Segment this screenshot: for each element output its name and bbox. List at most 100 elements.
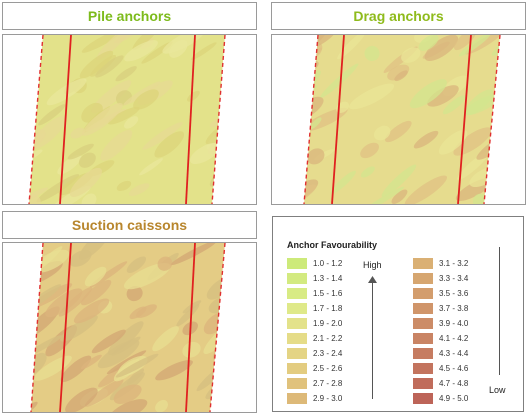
- legend-panel: Anchor Favourability 1.0 - 1.2 1.3 - 1.4 1…: [272, 216, 524, 412]
- terrain-patch: [306, 148, 325, 165]
- legend-label: 4.5 - 4.6: [439, 364, 469, 373]
- terrain-patch: [100, 129, 133, 161]
- legend-label: 1.9 - 2.0: [313, 319, 343, 328]
- terrain-patch: [124, 40, 158, 62]
- terrain-patch: [409, 79, 447, 109]
- low-scale-line: [499, 247, 500, 375]
- terrain-patch: [360, 166, 375, 178]
- terrain-patch: [225, 88, 256, 117]
- terrain-patch: [391, 189, 408, 204]
- terrain-patch: [124, 116, 139, 129]
- terrain-patch: [123, 262, 171, 290]
- legend-label: 2.7 - 2.8: [313, 379, 343, 388]
- low-label: Low: [489, 385, 506, 395]
- legend-label: 1.5 - 1.6: [313, 289, 343, 298]
- boundary-right: [209, 243, 226, 412]
- terrain-patch: [424, 35, 459, 61]
- arrow-up-icon: [368, 276, 377, 283]
- legend-swatch: [413, 333, 433, 344]
- legend-label: 2.3 - 2.4: [313, 349, 343, 358]
- legend-label: 1.7 - 1.8: [313, 304, 343, 313]
- terrain-patch: [220, 184, 225, 197]
- terrain-patch: [272, 52, 302, 82]
- terrain-patch: [96, 35, 133, 61]
- terrain-patch: [182, 341, 201, 358]
- terrain-patch: [465, 89, 494, 116]
- boundary-left: [30, 243, 44, 412]
- terrain-patch: [349, 83, 395, 110]
- legend-swatch: [287, 378, 307, 389]
- legend-swatch: [287, 393, 307, 404]
- terrain-patch: [60, 355, 92, 383]
- terrain-patch: [3, 72, 18, 99]
- legend-item: 3.5 - 3.6: [413, 286, 468, 301]
- legend-label: 3.5 - 3.6: [439, 289, 469, 298]
- high-arrow-line: [372, 281, 373, 399]
- legend-swatch: [287, 258, 307, 269]
- legend-left-column: 1.0 - 1.2 1.3 - 1.4 1.5 - 1.6 1.7 - 1.8 1.9 …: [287, 256, 342, 406]
- terrain-patch: [152, 326, 179, 352]
- legend-swatch: [413, 258, 433, 269]
- legend-label: 1.3 - 1.4: [313, 274, 343, 283]
- terrain-patch: [330, 170, 356, 195]
- route-line: [331, 35, 345, 204]
- terrain-patch: [442, 95, 466, 115]
- terrain-patch: [272, 109, 286, 132]
- legend-label: 2.5 - 2.6: [313, 364, 343, 373]
- legend-swatch: [287, 288, 307, 299]
- terrain-patch: [499, 92, 524, 112]
- terrain-patch: [304, 179, 319, 201]
- drag-anchors-map[interactable]: [271, 34, 526, 205]
- legend-swatch: [413, 288, 433, 299]
- terrain-patch: [272, 172, 304, 198]
- legend-label: 4.3 - 4.4: [439, 349, 469, 358]
- terrain-patch: [69, 167, 102, 197]
- legend-swatch: [287, 363, 307, 374]
- terrain-patch: [304, 104, 305, 132]
- terrain-patch: [364, 45, 380, 62]
- terrain-patch: [126, 285, 143, 302]
- terrain-patch: [509, 35, 525, 48]
- terrain-patch: [13, 75, 29, 89]
- terrain-patch: [235, 352, 256, 368]
- terrain-patch: [79, 50, 114, 79]
- terrain-patch: [319, 63, 359, 99]
- legend-right-column: 3.1 - 3.2 3.3 - 3.4 3.5 - 3.6 3.7 - 3.8 3.9 …: [413, 256, 468, 406]
- legend-item: 4.3 - 4.4: [413, 346, 468, 361]
- terrain-patch: [190, 42, 217, 60]
- terrain-patch: [81, 193, 97, 204]
- terrain-patch: [97, 339, 140, 369]
- pile-anchors-map[interactable]: [2, 34, 257, 205]
- legend-title: Anchor Favourability: [287, 240, 378, 250]
- terrain-patch: [232, 282, 256, 309]
- terrain-patch: [272, 122, 291, 151]
- terrain-patch: [226, 330, 256, 364]
- high-label: High: [363, 260, 382, 270]
- legend-label: 4.7 - 4.8: [439, 379, 469, 388]
- boundary-right: [483, 35, 501, 204]
- terrain-patch: [109, 399, 148, 412]
- terrain-patch: [3, 79, 18, 95]
- legend-swatch: [413, 393, 433, 404]
- boundary-right: [211, 35, 226, 204]
- boundary-left: [303, 35, 319, 204]
- terrain-patch: [176, 304, 200, 327]
- terrain-patch: [31, 250, 36, 272]
- terrain-patch: [115, 66, 137, 82]
- legend-swatch: [413, 303, 433, 314]
- legend-item: 3.9 - 4.0: [413, 316, 468, 331]
- legend-item: 1.9 - 2.0: [287, 316, 342, 331]
- boundary-left: [28, 35, 44, 204]
- terrain-patch: [162, 35, 206, 54]
- legend-label: 2.1 - 2.2: [313, 334, 343, 343]
- suction-caissons-map[interactable]: [2, 242, 257, 413]
- terrain-patch: [3, 243, 30, 265]
- terrain-patch: [224, 165, 225, 183]
- terrain-patch: [139, 158, 163, 176]
- terrain-patch: [69, 249, 92, 267]
- terrain-patch: [3, 169, 18, 181]
- terrain-patch: [304, 184, 317, 204]
- terrain-patch: [304, 35, 317, 56]
- legend-item: 3.7 - 3.8: [413, 301, 468, 316]
- terrain-patch: [116, 180, 132, 192]
